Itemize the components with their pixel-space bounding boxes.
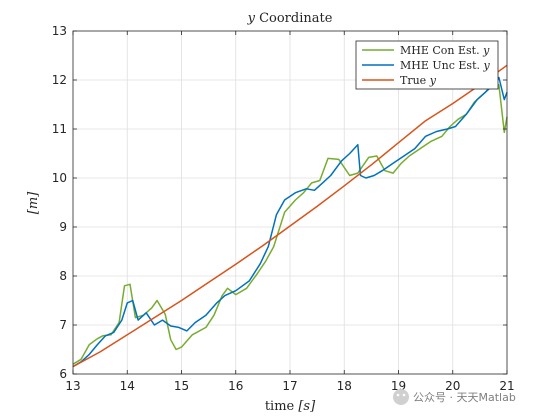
x-tick-label: 13: [65, 379, 80, 393]
x-tick-label: 15: [174, 379, 189, 393]
legend-label-var: y: [482, 44, 490, 57]
x-tick-label: 17: [282, 379, 297, 393]
y-tick-label: 13: [52, 24, 67, 38]
x-tick-label: 16: [228, 379, 243, 393]
chart-title-rest: Coordinate: [255, 11, 333, 26]
legend-label-var: y: [482, 59, 490, 72]
y-tick-label: 11: [52, 122, 67, 136]
legend-label-text: MHE Unc Est.: [400, 59, 483, 72]
x-tick-label: 21: [499, 379, 514, 393]
x-tick-label: 18: [337, 379, 352, 393]
legend-label-3: True y: [400, 74, 437, 87]
series-layer: [72, 64, 508, 368]
x-axis-label-unit: [s]: [298, 399, 316, 414]
legend-label-1: MHE Con Est. y: [400, 44, 490, 57]
y-axis-label: [m]: [26, 191, 41, 214]
series-line-3: [72, 64, 508, 368]
x-axis-ticks: 13 14 15 16 17 18 19 20 21: [65, 31, 515, 393]
watermark-text: 公众号 · 天天Matlab: [413, 391, 516, 404]
legend-label-2: MHE Unc Est. y: [400, 59, 490, 72]
y-tick-label: 8: [59, 269, 67, 283]
y-tick-label: 7: [59, 318, 67, 332]
x-axis-label-text: time: [265, 399, 299, 414]
chart-title-var: y: [247, 11, 256, 26]
y-tick-label: 9: [59, 220, 67, 234]
series-line-1: [72, 81, 508, 365]
series-line-2: [72, 76, 508, 368]
wechat-icon-eye-right: [402, 393, 406, 397]
y-axis-ticks: 6 7 8 9 10 11 12 13: [52, 24, 507, 381]
x-axis-label: time [s]: [265, 399, 316, 414]
x-tick-label: 14: [120, 379, 135, 393]
y-tick-label: 12: [52, 73, 67, 87]
wechat-icon: [393, 389, 409, 405]
wechat-icon-eye-left: [396, 393, 400, 397]
chart-title: y Coordinate: [247, 11, 333, 26]
y-tick-label: 6: [59, 367, 67, 381]
watermark: 公众号 · 天天Matlab: [393, 389, 516, 405]
y-tick-label: 10: [52, 171, 67, 185]
legend-label-var: y: [429, 74, 437, 87]
legend-label-text: MHE Con Est.: [400, 44, 483, 57]
legend-label-text: True: [400, 74, 430, 87]
x-tick-label: 20: [445, 379, 460, 393]
